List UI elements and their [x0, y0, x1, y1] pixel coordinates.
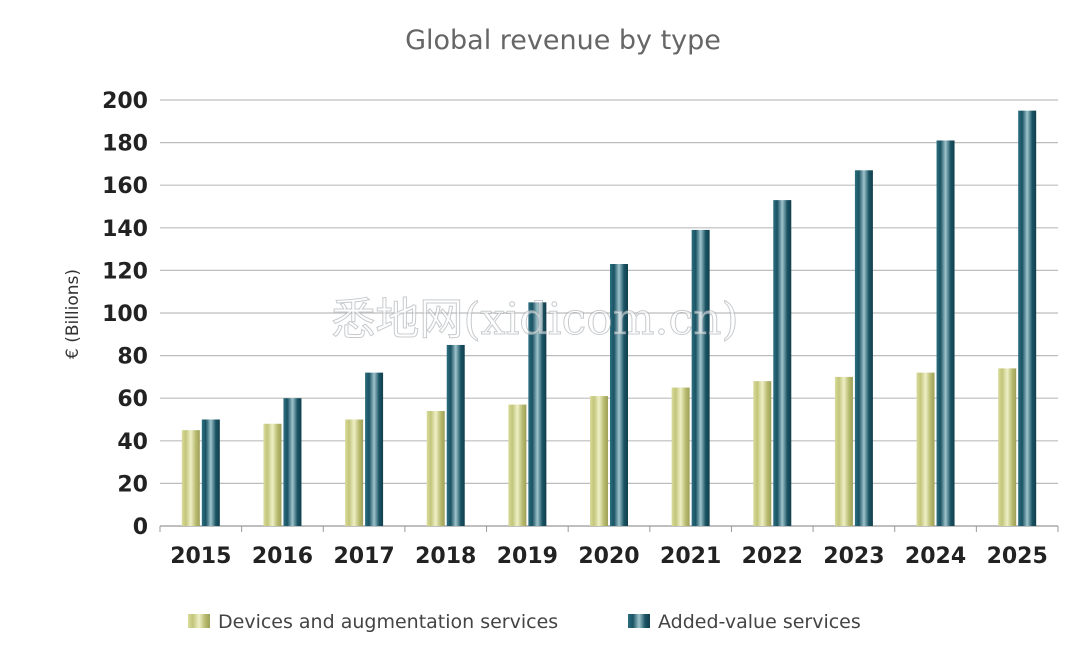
y-tick-label: 160	[102, 174, 148, 199]
y-tick-label: 180	[102, 132, 148, 157]
y-tick-label: 60	[117, 387, 148, 412]
x-tick-label: 2025	[987, 544, 1048, 569]
bar-devices-2024	[916, 372, 935, 526]
bar-devices-2025	[998, 368, 1017, 526]
y-tick-label: 20	[117, 472, 148, 497]
legend-label: Added-value services	[658, 611, 861, 633]
y-tick-label: 80	[117, 345, 148, 370]
legend-swatch	[188, 614, 210, 628]
bar-added-value-2016	[283, 398, 302, 526]
bar-added-value-2018	[446, 344, 465, 526]
y-tick-label: 40	[117, 430, 148, 455]
y-tick-label: 0	[133, 515, 148, 540]
legend: Devices and augmentation services Added-v…	[188, 611, 861, 633]
x-tick-label: 2021	[660, 544, 721, 569]
x-tick-label: 2023	[823, 544, 884, 569]
bar-devices-2018	[426, 410, 445, 526]
x-tick-label: 2019	[497, 544, 558, 569]
bar-devices-2016	[263, 423, 282, 526]
grid-lines	[160, 99, 1058, 527]
bar-added-value-2020	[610, 264, 628, 526]
bar-devices-2017	[345, 419, 364, 526]
y-tick-label: 100	[102, 302, 148, 327]
bar-devices-2015	[181, 430, 200, 526]
x-tick-label: 2015	[170, 544, 231, 569]
watermark-text: 悉地网(xidicom.cn)	[331, 294, 738, 345]
legend-label: Devices and augmentation services	[218, 611, 558, 633]
bar-devices-2019	[508, 404, 527, 526]
y-axis: 0 20 40 60 80 100 120 140 160 180 200	[102, 89, 148, 540]
y-axis-label: € (Billions)	[63, 269, 83, 359]
x-axis: 2015 2016 2017 2018 2019 2020 2021 2022 2023 2024…	[159, 526, 1059, 569]
bar-added-value-2017	[365, 372, 384, 526]
bar-added-value-2022	[773, 200, 792, 527]
bar-added-value-2015	[201, 419, 220, 526]
bar-added-value-2019	[528, 302, 547, 526]
x-tick-label: 2018	[415, 544, 476, 569]
bar-added-value-2023	[854, 170, 873, 527]
y-tick-label: 140	[102, 217, 148, 242]
bar-devices-2021	[671, 387, 690, 526]
bar-added-value-2021	[691, 229, 710, 526]
bars	[181, 110, 1037, 527]
x-tick-label: 2016	[252, 544, 313, 569]
bar-devices-2022	[753, 381, 772, 526]
y-tick-label: 120	[102, 259, 148, 284]
x-tick-label: 2017	[333, 544, 394, 569]
y-tick-label: 200	[102, 89, 148, 114]
bar-devices-2023	[834, 376, 853, 526]
x-tick-label: 2022	[742, 544, 803, 569]
bar-devices-2020	[590, 396, 608, 526]
x-tick-label: 2024	[905, 544, 966, 569]
chart-title: Global revenue by type	[405, 25, 721, 56]
legend-swatch	[628, 614, 650, 628]
bar-added-value-2024	[936, 140, 955, 526]
bar-added-value-2025	[1018, 110, 1037, 527]
x-tick-label: 2020	[578, 544, 639, 569]
